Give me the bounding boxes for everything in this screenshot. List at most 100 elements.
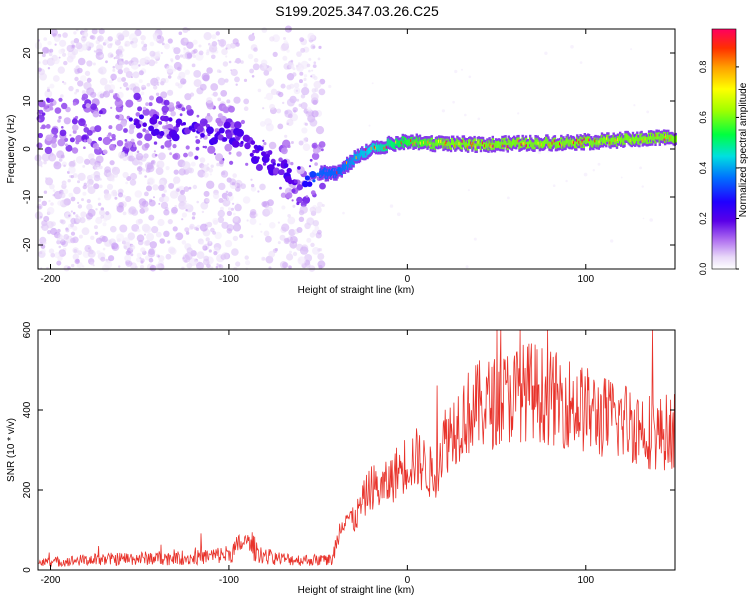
spectrogram-speckle xyxy=(310,75,313,78)
spectrogram-speckle xyxy=(146,233,155,241)
spectrogram-speckle xyxy=(267,199,274,207)
spectrogram-speckle xyxy=(146,164,155,173)
spectrogram-speckle xyxy=(54,107,62,114)
spectrogram-speckle xyxy=(73,31,77,35)
spectrogram-speckle xyxy=(86,77,92,83)
spectrogram-speckle xyxy=(94,125,102,133)
spectrogram-ridge-blob xyxy=(200,133,205,138)
spectrogram-speckle xyxy=(60,102,68,110)
spectrogram-speckle xyxy=(144,233,146,236)
spectrogram-speckle xyxy=(139,264,145,269)
spectrogram-speckle xyxy=(115,54,120,60)
spectrogram-speckle xyxy=(136,234,145,242)
spectrogram-speckle xyxy=(41,223,49,231)
spectrogram-speckle xyxy=(63,234,70,240)
spectrogram-speckle xyxy=(225,43,232,50)
spectrogram-speckle xyxy=(86,203,93,211)
snr-panel: -200 -100 0 100 0 200 400 600 Height of straig… xyxy=(6,321,676,596)
spectrogram-speckle xyxy=(215,31,220,36)
spectrogram-speckle xyxy=(248,34,256,42)
spectrogram-speckle xyxy=(260,230,263,233)
spectrogram-speckle xyxy=(218,182,226,191)
spectrogram-speckle xyxy=(173,47,181,55)
spectrogram-speckle xyxy=(181,218,184,221)
spectrogram-speckle xyxy=(278,157,283,162)
spectrogram-speckle xyxy=(253,58,259,63)
spectrogram-speckle xyxy=(108,84,116,91)
spectrogram-speckle xyxy=(83,182,88,186)
spectrogram-speckle xyxy=(194,155,199,160)
spectrogram-speckle xyxy=(160,91,168,99)
spectrogram-speckle xyxy=(206,67,213,74)
spectrogram-speckle xyxy=(75,156,84,164)
spectrogram-speckle xyxy=(242,196,251,204)
spectrogram-speckle xyxy=(185,231,190,235)
spectrogram-speckle xyxy=(186,108,194,116)
spectrogram-speckle xyxy=(63,164,66,168)
spectrogram-y-label: Frequency (Hz) xyxy=(6,115,17,184)
spectrogram-speckle xyxy=(288,229,296,237)
spectrogram-speckle xyxy=(155,167,164,176)
spectrogram-speckle xyxy=(108,255,115,262)
spectrogram-speckle xyxy=(71,44,75,48)
spectrogram-speckle xyxy=(170,59,174,63)
spectrogram-speckle xyxy=(283,40,288,45)
spectrogram-speckle xyxy=(47,67,51,70)
spectrogram-speckle xyxy=(84,70,91,77)
spectrogram-speckle xyxy=(49,102,54,107)
spectrogram-speckle xyxy=(308,57,312,61)
spectrogram-ridge-blob xyxy=(159,130,165,137)
spectrogram-speckle xyxy=(62,80,65,84)
spectrogram-speckle xyxy=(104,39,109,44)
spectrogram-speckle xyxy=(235,83,238,86)
spectrogram-speckle xyxy=(112,65,116,69)
spectrogram-speckle xyxy=(228,151,232,155)
spectrogram-speckle xyxy=(178,201,187,210)
spectrogram-speckle xyxy=(167,75,172,79)
spectrogram-speckle xyxy=(268,250,276,258)
spectrogram-ridge-blob xyxy=(188,126,193,130)
y-tick-label: 600 xyxy=(22,321,33,338)
spectrogram-speckle xyxy=(184,227,190,233)
spectrogram-speckle xyxy=(226,200,230,204)
spectrogram-speckle xyxy=(81,32,87,37)
spectrogram-speckle xyxy=(102,149,108,155)
spectrogram-speckle xyxy=(579,61,583,64)
spectrogram-speckle xyxy=(136,252,142,258)
spectrogram-speckle xyxy=(217,120,224,127)
spectrogram-speckle xyxy=(231,182,236,186)
spectrogram-ridge-blob xyxy=(244,142,251,150)
spectrogram-speckle xyxy=(130,61,139,70)
spectrogram-speckle xyxy=(34,211,44,220)
spectrogram-speckle xyxy=(282,139,291,148)
spectrogram-ridge-blob xyxy=(222,137,228,142)
y-tick-label: 20 xyxy=(22,47,33,59)
y-tick-label: 0 xyxy=(22,567,33,573)
spectrogram-speckle xyxy=(265,255,274,264)
spectrogram-speckle xyxy=(620,176,623,179)
spectrogram-ridge xyxy=(128,114,677,191)
spectrogram-speckle xyxy=(99,77,108,86)
spectrogram-speckle xyxy=(111,78,114,81)
spectrogram-speckle xyxy=(80,35,87,42)
spectrogram-speckle xyxy=(114,38,118,42)
spectrogram-speckle xyxy=(50,154,53,157)
spectrogram-speckle xyxy=(49,106,54,111)
spectrogram-speckle xyxy=(65,144,73,152)
spectrogram-speckle xyxy=(302,137,308,143)
spectrogram-speckle xyxy=(62,32,68,38)
spectrogram-speckle xyxy=(95,216,103,225)
spectrogram-speckle xyxy=(58,115,62,120)
spectrogram-speckle xyxy=(122,194,126,198)
spectrogram-speckle xyxy=(38,61,41,64)
spectrogram-speckle xyxy=(311,142,318,149)
spectrogram-speckle xyxy=(63,81,67,85)
spectrogram-speckle xyxy=(218,264,224,269)
spectrogram-speckle xyxy=(301,127,308,134)
colorbar-label: Normalized spectral amplitude xyxy=(738,82,749,217)
spectrogram-speckle xyxy=(310,44,316,50)
snr-line xyxy=(37,329,676,568)
spectrogram-speckle xyxy=(291,199,294,202)
spectrogram-speckle xyxy=(592,169,595,172)
